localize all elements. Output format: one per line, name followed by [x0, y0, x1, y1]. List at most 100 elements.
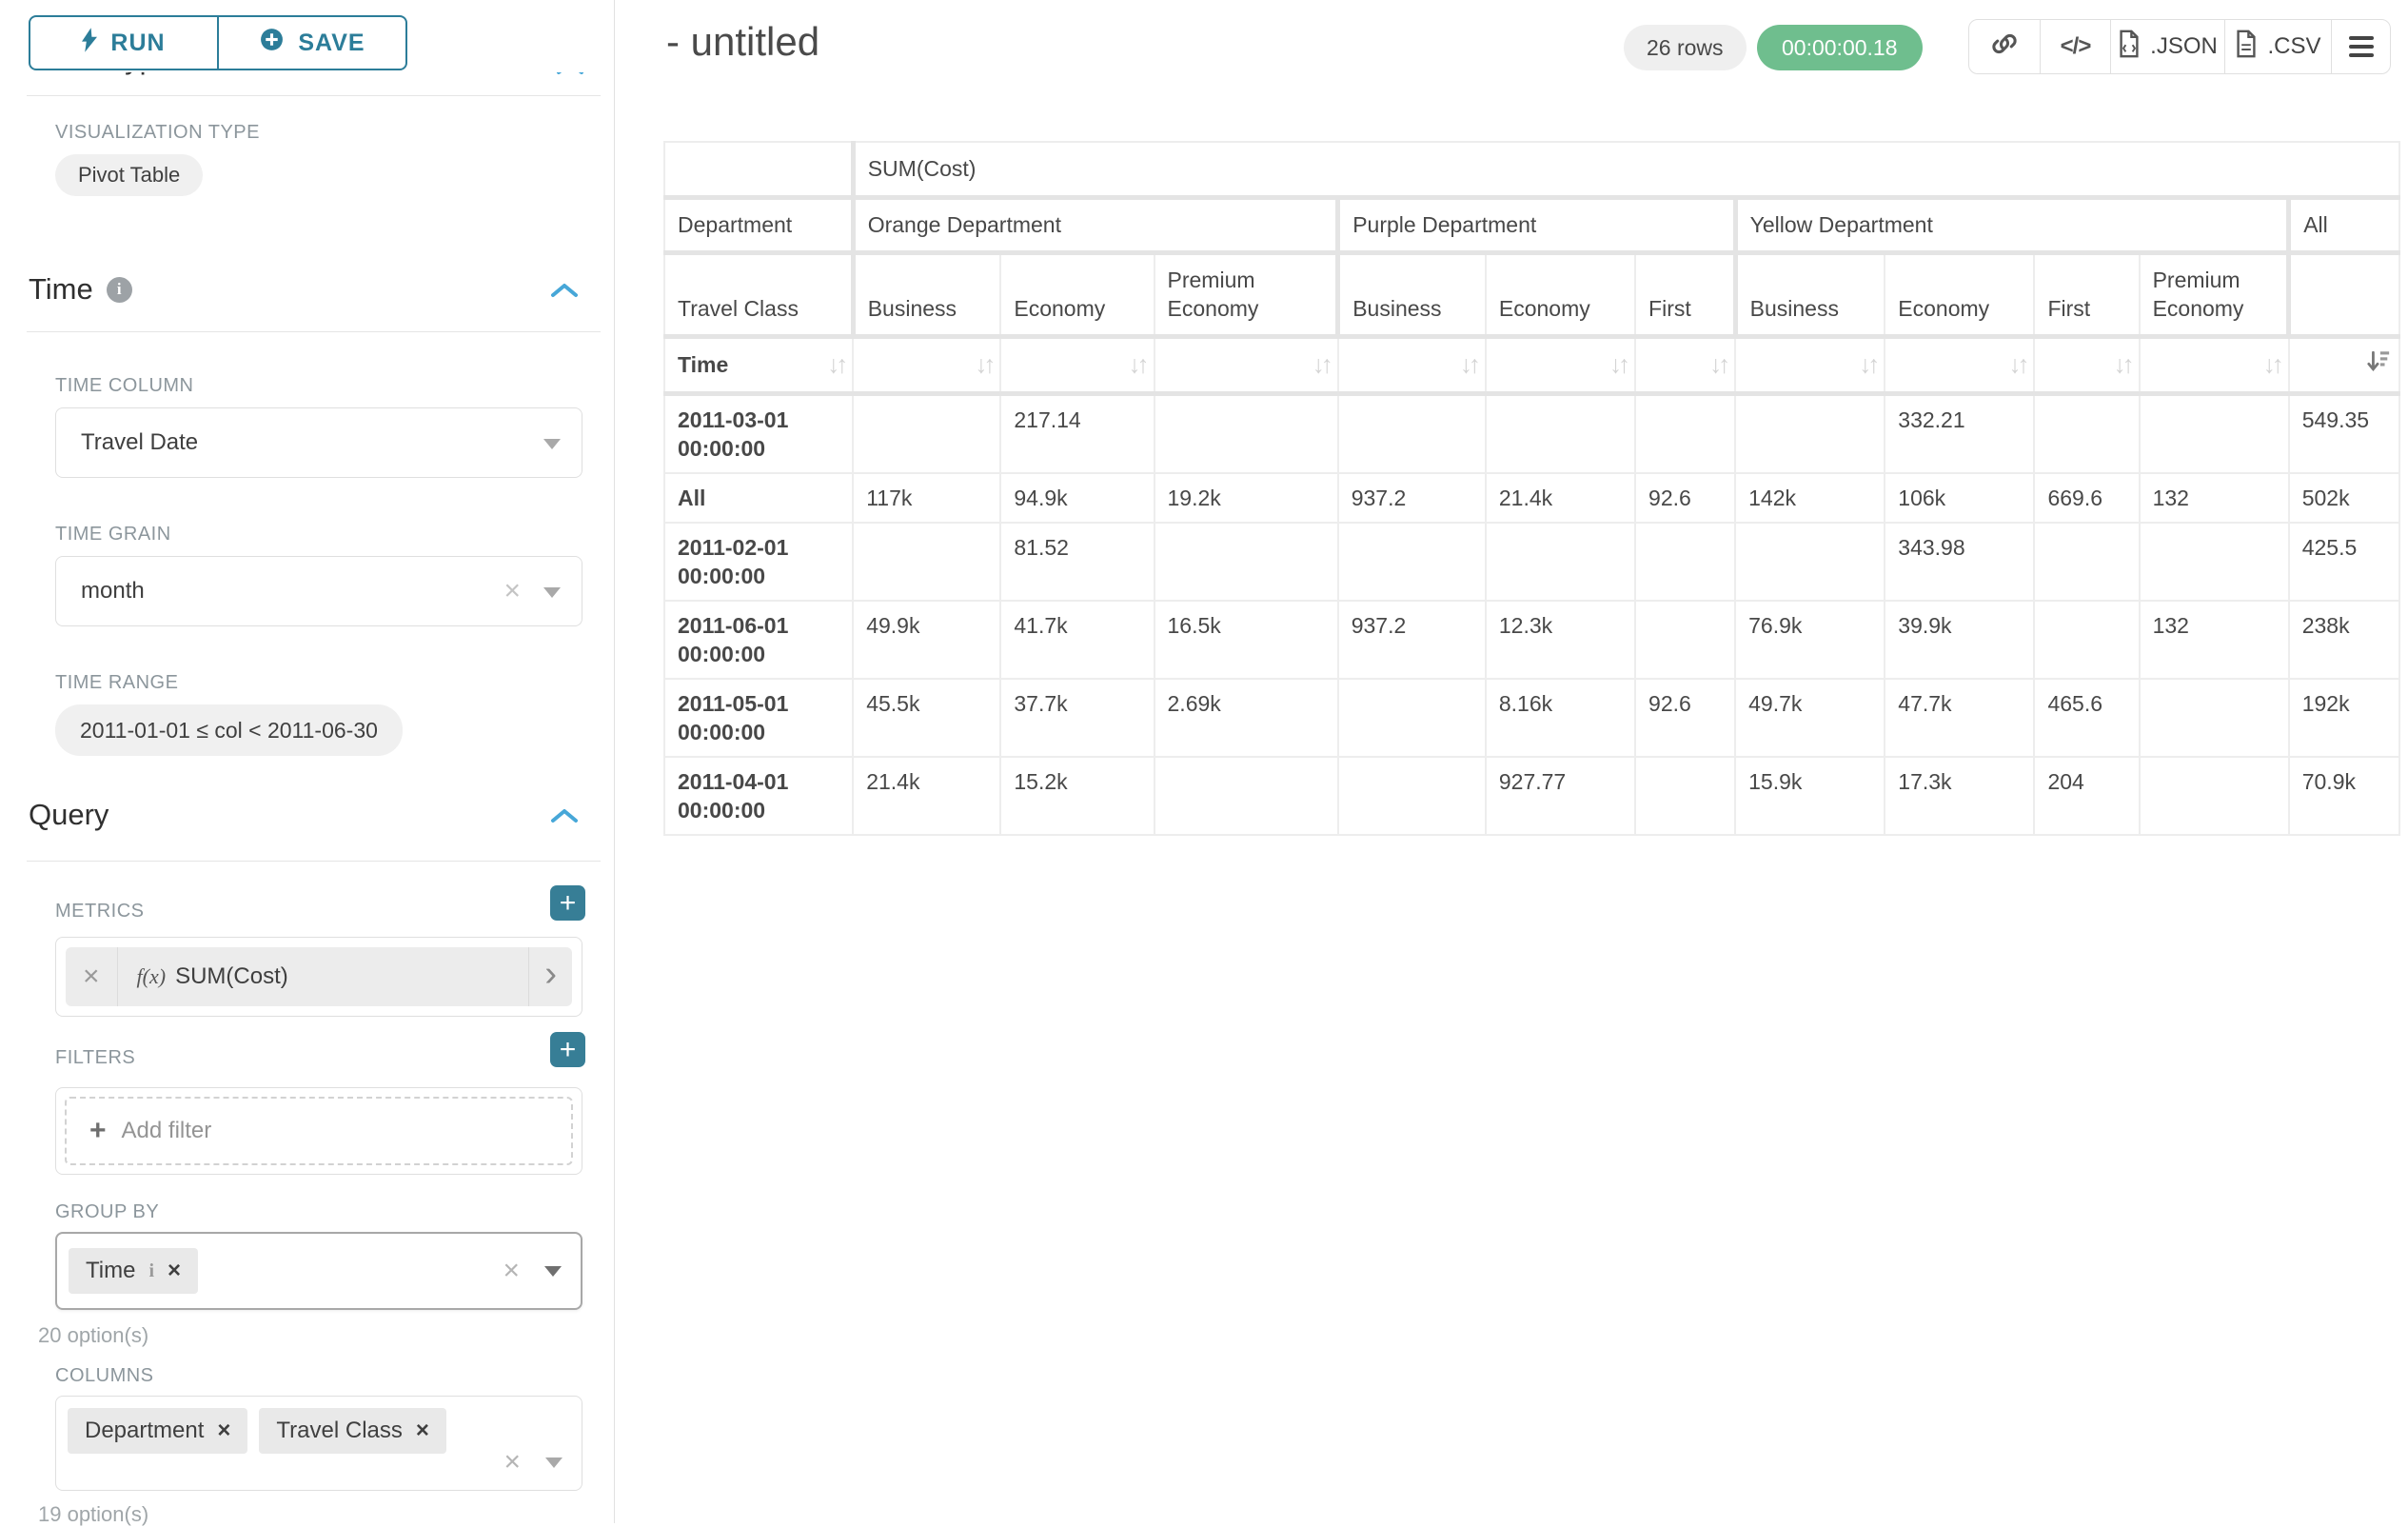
pivot-col-header: Economy — [999, 251, 1155, 339]
view-query-button[interactable]: </> — [2040, 20, 2110, 73]
remove-metric-icon[interactable]: × — [83, 961, 100, 992]
pivot-sort-header[interactable]: ↓↑ — [1153, 335, 1339, 396]
sort-arrows-icon: ↓↑ — [2262, 349, 2284, 379]
clear-icon[interactable]: × — [503, 1446, 521, 1477]
pivot-sort-header[interactable] — [2287, 335, 2401, 396]
pivot-sort-header[interactable]: ↓↑ — [852, 335, 1002, 396]
caret-down-icon[interactable] — [545, 1457, 563, 1468]
caret-down-icon[interactable] — [544, 1265, 562, 1277]
pivot-cell: 117k — [852, 471, 1002, 524]
remove-tag-icon[interactable]: × — [168, 1258, 182, 1283]
pivot-cell — [1153, 521, 1339, 602]
pivot-sort-header[interactable]: ↓↑ — [2033, 335, 2141, 396]
metrics-label: METRICS — [55, 901, 145, 922]
chevron-up-icon[interactable] — [550, 807, 579, 829]
pivot-cell: 45.5k — [852, 677, 1002, 758]
dimension-tag-label: Travel Class — [276, 1418, 403, 1443]
pivot-cell — [1484, 521, 1637, 602]
pivot-rowdim-label: Time — [678, 351, 729, 377]
pivot-cell: 16.5k — [1153, 599, 1339, 680]
share-link-button[interactable] — [1969, 20, 2040, 73]
pivot-cell: 238k — [2287, 599, 2401, 680]
time-section-header[interactable]: Time i — [29, 272, 132, 307]
pivot-cell: 81.52 — [999, 521, 1155, 602]
info-icon: i — [148, 1259, 155, 1281]
pivot-cell — [1153, 392, 1339, 474]
divider — [27, 861, 601, 862]
visualization-type-pill[interactable]: Pivot Table — [55, 154, 204, 196]
sort-arrows-icon: ↓↑ — [1709, 349, 1730, 379]
add-filter-button[interactable]: + — [550, 1032, 585, 1067]
pivot-coldim-label: Department — [662, 196, 855, 255]
chevron-up-icon[interactable] — [550, 282, 579, 304]
chevron-right-icon[interactable]: › — [544, 953, 557, 994]
clear-icon[interactable]: × — [503, 1255, 520, 1286]
dimension-tag[interactable]: Travel Class × — [259, 1408, 446, 1454]
pivot-rowdim-sort-header[interactable]: Time ↓↑ — [662, 335, 855, 396]
pivot-sort-header[interactable]: ↓↑ — [1484, 335, 1637, 396]
pivot-cell — [1634, 521, 1737, 602]
group-by-select[interactable]: Time i × × — [55, 1232, 582, 1310]
pivot-cell: 49.9k — [852, 599, 1002, 680]
pivot-cell: 937.2 — [1336, 471, 1487, 524]
pivot-cell: 37.7k — [999, 677, 1155, 758]
pivot-cell: 2.69k — [1153, 677, 1339, 758]
pivot-cell: 132 — [2138, 599, 2290, 680]
pivot-cell: 106k — [1884, 471, 2036, 524]
time-grain-select[interactable]: month × — [55, 556, 582, 626]
columns-label: COLUMNS — [55, 1365, 154, 1386]
remove-tag-icon[interactable]: × — [415, 1418, 429, 1443]
columns-options-hint: 19 option(s) — [38, 1502, 149, 1526]
pivot-row-label: 2011-02-01 00:00:00 — [662, 521, 855, 602]
run-button[interactable]: RUN — [29, 15, 219, 70]
metric-pill[interactable]: × f(x) SUM(Cost) › — [66, 947, 572, 1006]
pivot-sort-header[interactable]: ↓↑ — [1734, 335, 1886, 396]
add-filter-dropzone[interactable]: + Add filter — [65, 1097, 573, 1165]
pivot-cell — [2138, 392, 2290, 474]
sort-arrows-icon: ↓↑ — [975, 349, 996, 379]
pivot-cell: 425.5 — [2287, 521, 2401, 602]
pivot-cell — [2138, 677, 2290, 758]
pivot-group-header: All — [2286, 196, 2401, 255]
query-section-header[interactable]: Query — [29, 798, 109, 832]
pivot-cell: 70.9k — [2287, 755, 2401, 836]
pivot-cell: 549.35 — [2287, 392, 2401, 474]
pivot-table: SUM(Cost) Department Orange Department Purp… — [662, 141, 2401, 836]
pivot-cell: 17.3k — [1884, 755, 2036, 836]
chart-title[interactable]: - untitled — [666, 19, 820, 64]
pivot-sort-header[interactable]: ↓↑ — [1884, 335, 2036, 396]
columns-select[interactable]: Department × Travel Class × × — [55, 1396, 582, 1491]
menu-button[interactable] — [2331, 20, 2390, 73]
time-range-pill[interactable]: 2011-01-01 ≤ col < 2011-06-30 — [55, 704, 403, 756]
pivot-coldim-label: Travel Class — [662, 251, 855, 339]
pivot-cell — [2033, 392, 2141, 474]
export-json-button[interactable]: .JSON — [2110, 20, 2224, 73]
pivot-sort-header[interactable]: ↓↑ — [2138, 335, 2290, 396]
pivot-cell: 465.6 — [2033, 677, 2141, 758]
sort-arrows-icon: ↓↑ — [1609, 349, 1630, 379]
export-csv-button[interactable]: .CSV — [2224, 20, 2331, 73]
save-button[interactable]: SAVE — [217, 15, 407, 70]
pivot-sort-header[interactable]: ↓↑ — [1336, 335, 1487, 396]
pivot-col-header: Premium Economy — [2138, 251, 2290, 339]
table-row: 2011-06-01 00:00:00 49.9k 41.7k 16.5k 937.2 1… — [662, 599, 2401, 680]
add-metric-button[interactable]: + — [550, 885, 585, 921]
table-row: 2011-02-01 00:00:00 81.52 343.98 425.5 — [662, 521, 2401, 602]
time-grain-label: TIME GRAIN — [55, 524, 171, 545]
clear-icon[interactable]: × — [503, 575, 521, 606]
pivot-row-label: 2011-04-01 00:00:00 — [662, 755, 855, 836]
sort-arrows-icon: ↓↑ — [2008, 349, 2029, 379]
time-column-select[interactable]: Travel Date — [55, 407, 582, 478]
pivot-cell: 76.9k — [1734, 599, 1886, 680]
dimension-tag[interactable]: Department × — [68, 1408, 248, 1454]
pivot-group-header: Purple Department — [1335, 196, 1737, 255]
dimension-tag[interactable]: Time i × — [69, 1248, 199, 1294]
pivot-sort-header[interactable]: ↓↑ — [999, 335, 1155, 396]
divider — [27, 95, 601, 96]
pivot-row-label: 2011-05-01 00:00:00 — [662, 677, 855, 758]
remove-tag-icon[interactable]: × — [217, 1418, 231, 1443]
pivot-cell: 15.2k — [999, 755, 1155, 836]
divider — [528, 947, 530, 1006]
pivot-sort-header[interactable]: ↓↑ — [1634, 335, 1737, 396]
metric-name: SUM(Cost) — [175, 963, 288, 989]
